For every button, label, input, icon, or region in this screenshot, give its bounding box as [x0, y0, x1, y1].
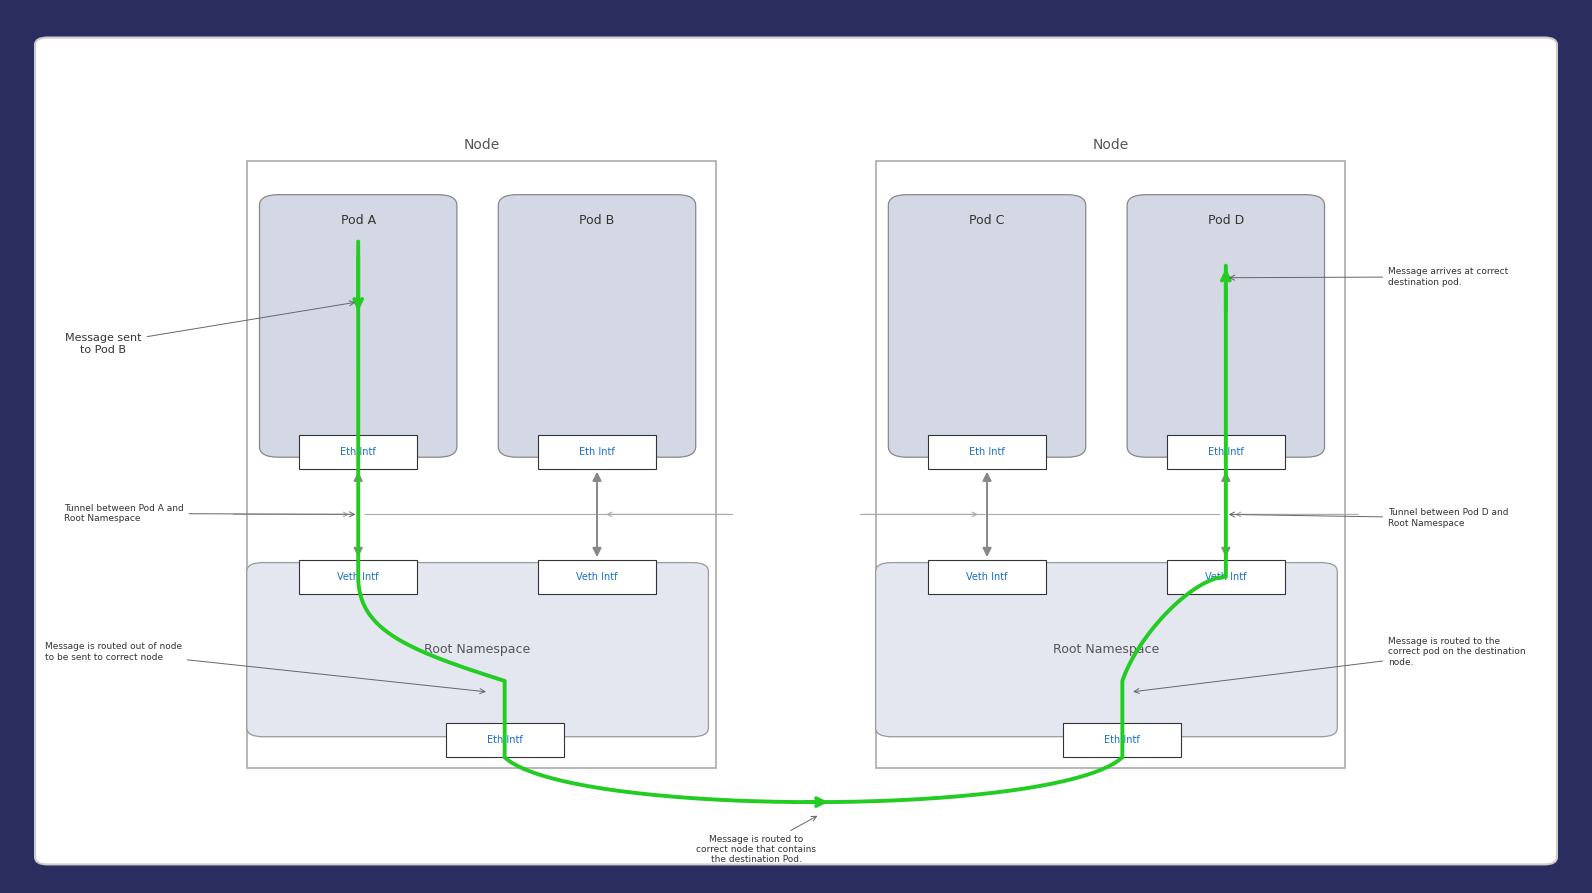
FancyBboxPatch shape	[538, 560, 656, 594]
Text: Message is routed out of node
to be sent to correct node: Message is routed out of node to be sent…	[45, 642, 486, 694]
Text: Eth Intf: Eth Intf	[1105, 735, 1140, 746]
FancyBboxPatch shape	[538, 435, 656, 469]
FancyBboxPatch shape	[1167, 435, 1285, 469]
FancyBboxPatch shape	[1167, 560, 1285, 594]
FancyBboxPatch shape	[259, 195, 457, 457]
Text: Message is routed to the
correct pod on the destination
node.: Message is routed to the correct pod on …	[1134, 637, 1525, 694]
Text: Eth Intf: Eth Intf	[579, 446, 615, 457]
FancyBboxPatch shape	[299, 560, 417, 594]
FancyBboxPatch shape	[888, 195, 1086, 457]
FancyBboxPatch shape	[247, 161, 716, 768]
Text: Tunnel between Pod A and
Root Namespace: Tunnel between Pod A and Root Namespace	[64, 504, 355, 523]
Text: Tunnel between Pod D and
Root Namespace: Tunnel between Pod D and Root Namespace	[1229, 508, 1509, 528]
FancyBboxPatch shape	[928, 560, 1046, 594]
FancyBboxPatch shape	[876, 563, 1337, 737]
Text: Root Namespace: Root Namespace	[1054, 643, 1159, 656]
Text: Pod B: Pod B	[579, 214, 615, 228]
Text: Eth Intf: Eth Intf	[970, 446, 1005, 457]
Text: Message sent
to Pod B: Message sent to Pod B	[65, 301, 355, 355]
Text: Eth Intf: Eth Intf	[1208, 446, 1243, 457]
FancyBboxPatch shape	[1127, 195, 1325, 457]
Text: Node: Node	[1092, 138, 1129, 152]
Text: Veth Intf: Veth Intf	[966, 572, 1008, 582]
Text: Root Namespace: Root Namespace	[425, 643, 530, 656]
Text: Pod A: Pod A	[341, 214, 376, 228]
FancyBboxPatch shape	[299, 435, 417, 469]
Text: Message arrives at correct
destination pod.: Message arrives at correct destination p…	[1229, 267, 1509, 287]
FancyBboxPatch shape	[1063, 723, 1181, 757]
Text: Veth Intf: Veth Intf	[1205, 572, 1247, 582]
Text: Veth Intf: Veth Intf	[576, 572, 618, 582]
Text: Message is routed to
correct node that contains
the destination Pod.: Message is routed to correct node that c…	[696, 816, 817, 864]
Text: Pod D: Pod D	[1208, 214, 1243, 228]
FancyBboxPatch shape	[247, 563, 708, 737]
FancyBboxPatch shape	[498, 195, 696, 457]
Text: Eth Intf: Eth Intf	[341, 446, 376, 457]
FancyBboxPatch shape	[446, 723, 564, 757]
FancyBboxPatch shape	[928, 435, 1046, 469]
Text: Eth Intf: Eth Intf	[487, 735, 522, 746]
Text: Veth Intf: Veth Intf	[338, 572, 379, 582]
FancyBboxPatch shape	[876, 161, 1345, 768]
Text: Pod C: Pod C	[970, 214, 1005, 228]
Text: Node: Node	[463, 138, 500, 152]
FancyBboxPatch shape	[35, 38, 1557, 864]
